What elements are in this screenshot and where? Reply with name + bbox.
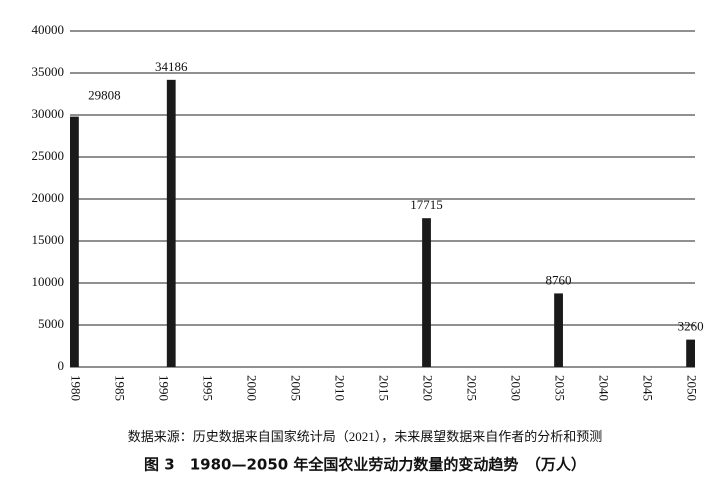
- y-tick-label: 35000: [32, 64, 65, 79]
- x-tick-label: 2045: [641, 375, 656, 401]
- y-tick-label: 25000: [32, 148, 65, 163]
- x-tick-label: 1990: [156, 375, 171, 401]
- x-tick-label: 2010: [333, 375, 348, 401]
- y-tick-label: 10000: [32, 274, 65, 289]
- bar: [686, 339, 695, 367]
- x-tick-label: 1985: [112, 375, 127, 401]
- y-tick-label: 5000: [38, 316, 64, 331]
- x-tick-label: 1980: [68, 375, 83, 401]
- data-label: 3260: [678, 319, 704, 334]
- x-tick-label: 2035: [553, 375, 568, 401]
- bar: [422, 218, 431, 367]
- y-tick-label: 0: [58, 358, 65, 373]
- x-tick-label: 2030: [509, 375, 524, 401]
- x-tick-label: 2005: [288, 375, 303, 401]
- source-note: 数据来源：历史数据来自国家统计局（2021），未来展望数据来自作者的分析和预测: [128, 429, 603, 444]
- bar: [166, 79, 176, 368]
- x-tick-label: 2020: [421, 375, 436, 401]
- y-tick-label: 40000: [32, 22, 65, 37]
- y-tick-label: 15000: [32, 232, 65, 247]
- data-label: 17715: [410, 197, 443, 212]
- x-tick-label: 2000: [244, 375, 259, 401]
- x-tick-label: 2015: [377, 375, 392, 401]
- x-tick-label: 1995: [200, 375, 215, 401]
- data-label: 8760: [546, 272, 572, 287]
- chart-title: 图 3 1980—2050 年全国农业劳动力数量的变动趋势 （万人）: [144, 456, 586, 474]
- data-label: 29808: [88, 88, 121, 103]
- y-tick-label: 20000: [32, 190, 65, 205]
- data-label: 34186: [155, 59, 188, 74]
- x-tick-label: 2025: [465, 375, 480, 401]
- bar: [70, 116, 79, 368]
- x-tick-label: 2050: [685, 375, 700, 401]
- bar: [554, 293, 563, 367]
- y-tick-label: 30000: [32, 106, 65, 121]
- x-tick-label: 2040: [597, 375, 612, 401]
